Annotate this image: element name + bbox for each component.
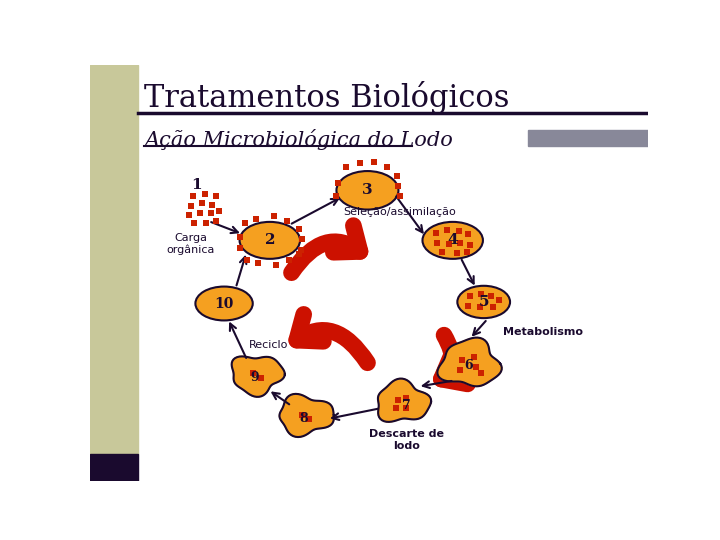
Text: 8: 8 <box>300 411 308 425</box>
Polygon shape <box>232 356 285 397</box>
Ellipse shape <box>423 222 483 259</box>
Ellipse shape <box>457 286 510 318</box>
Ellipse shape <box>240 222 300 259</box>
Text: Tratamentos Biológicos: Tratamentos Biológicos <box>144 80 510 113</box>
FancyArrowPatch shape <box>297 314 367 363</box>
Text: Reciclo: Reciclo <box>248 340 288 350</box>
Text: Descarte de
lodo: Descarte de lodo <box>369 429 444 450</box>
FancyArrowPatch shape <box>292 226 360 273</box>
Text: 9: 9 <box>251 371 259 384</box>
Text: Metabolismo: Metabolismo <box>503 327 583 336</box>
Text: Carga
orgânica: Carga orgânica <box>166 233 215 255</box>
Text: 3: 3 <box>362 183 373 197</box>
Text: 7: 7 <box>402 400 410 413</box>
FancyArrowPatch shape <box>441 335 467 384</box>
Text: 6: 6 <box>464 359 472 372</box>
Ellipse shape <box>336 171 398 210</box>
Text: 5: 5 <box>479 295 489 309</box>
Polygon shape <box>378 379 431 422</box>
Text: 1: 1 <box>192 178 202 192</box>
Ellipse shape <box>195 287 253 320</box>
Text: Ação Microbiológica do Lodo: Ação Microbiológica do Lodo <box>144 129 453 150</box>
Text: 2: 2 <box>264 233 275 247</box>
Bar <box>90 454 138 481</box>
Text: 10: 10 <box>215 296 234 310</box>
Polygon shape <box>437 338 502 386</box>
Text: Seleção/assimilação: Seleção/assimilação <box>343 207 456 217</box>
Polygon shape <box>279 394 334 437</box>
Text: 4: 4 <box>447 233 458 247</box>
Bar <box>528 130 648 146</box>
Bar <box>90 65 138 454</box>
